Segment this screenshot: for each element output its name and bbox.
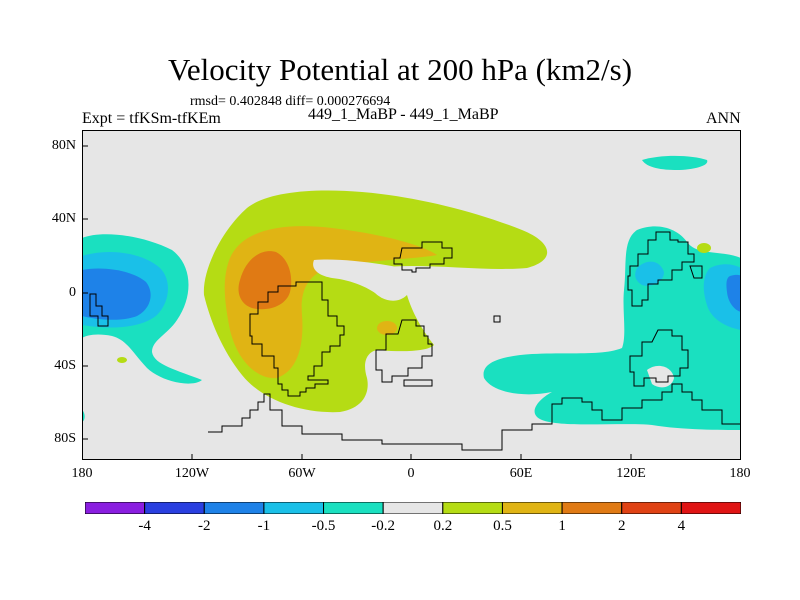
coast-australia [629, 329, 689, 387]
lat-label: 40S [54, 358, 76, 373]
lon-label: 60W [288, 466, 316, 481]
region-pos-east-spot [697, 243, 711, 253]
lat-label: 80N [51, 138, 76, 153]
colorbar-label: 2 [617, 518, 626, 534]
colorbar-box [442, 502, 503, 514]
coast-antarctica [208, 383, 741, 451]
colorbar-box [323, 502, 384, 514]
region-neg-1-west [82, 268, 151, 320]
colorbar-label: -0.5 [311, 518, 336, 534]
colorbar-label: -4 [138, 518, 151, 534]
stats-text: rmsd= 0.402848 diff= 0.000276694 [190, 94, 391, 109]
colorbar-box [561, 502, 623, 514]
region-pos-0-5-central-spot [377, 321, 397, 335]
coast-small-island [493, 315, 501, 323]
lon-label: 120E [616, 466, 646, 481]
coast-greenland [403, 379, 433, 387]
colorbar-label: -0.2 [371, 518, 396, 534]
region-gap-central [313, 259, 402, 298]
lon-label: 180 [71, 466, 93, 481]
season-label: ANN [706, 110, 741, 127]
lat-label: 80S [54, 431, 76, 446]
region-neg-0-2-east-north [642, 155, 708, 170]
colorbar-box [501, 502, 563, 514]
lat-label: 40N [51, 211, 76, 226]
region-neg-1-east [726, 274, 741, 312]
colorbar-label: -2 [198, 518, 211, 534]
colorbar-label: 0.5 [493, 518, 512, 534]
colorbar-label: 1 [558, 518, 566, 534]
axis-ticks [82, 145, 632, 460]
colorbar-box [621, 502, 682, 514]
coast-eurasia [627, 231, 695, 307]
lon-label: 120W [174, 466, 210, 481]
colorbar-box [263, 502, 325, 514]
colorbar-box [144, 502, 205, 514]
colorbar-box [382, 502, 444, 514]
coast-south-america [249, 281, 345, 397]
coast-africa [393, 241, 453, 273]
lat-label: 0 [69, 285, 76, 300]
coast-africa-south [375, 319, 433, 383]
coast-indonesia [689, 265, 703, 279]
coast-pacific-islands [89, 293, 109, 327]
colorbar-box [203, 502, 265, 514]
region-neg-0-2-west-spot [117, 357, 127, 363]
colorbar-label: -1 [257, 518, 271, 534]
colorbar-box [680, 502, 741, 514]
coastlines [89, 231, 741, 451]
case-label: 449_1_MaBP - 449_1_MaBP [308, 106, 499, 123]
colorbar-box [85, 502, 146, 514]
lon-label: 60E [509, 466, 533, 481]
region-neg-0-2-east [483, 226, 741, 460]
contour-map [82, 130, 741, 460]
colorbar-label: 4 [677, 518, 686, 534]
lon-label: 180 [729, 466, 751, 481]
lon-label: 0 [407, 466, 415, 481]
colorbar [85, 502, 741, 514]
experiment-label: Expt = tfKSm-tfKEm [82, 110, 221, 127]
region-neg-0-5-east [635, 261, 664, 286]
plot-title: Velocity Potential at 200 hPa (km2/s) [167, 52, 633, 87]
colorbar-label: 0.2 [433, 518, 453, 534]
region-pos-1-central [238, 251, 292, 310]
